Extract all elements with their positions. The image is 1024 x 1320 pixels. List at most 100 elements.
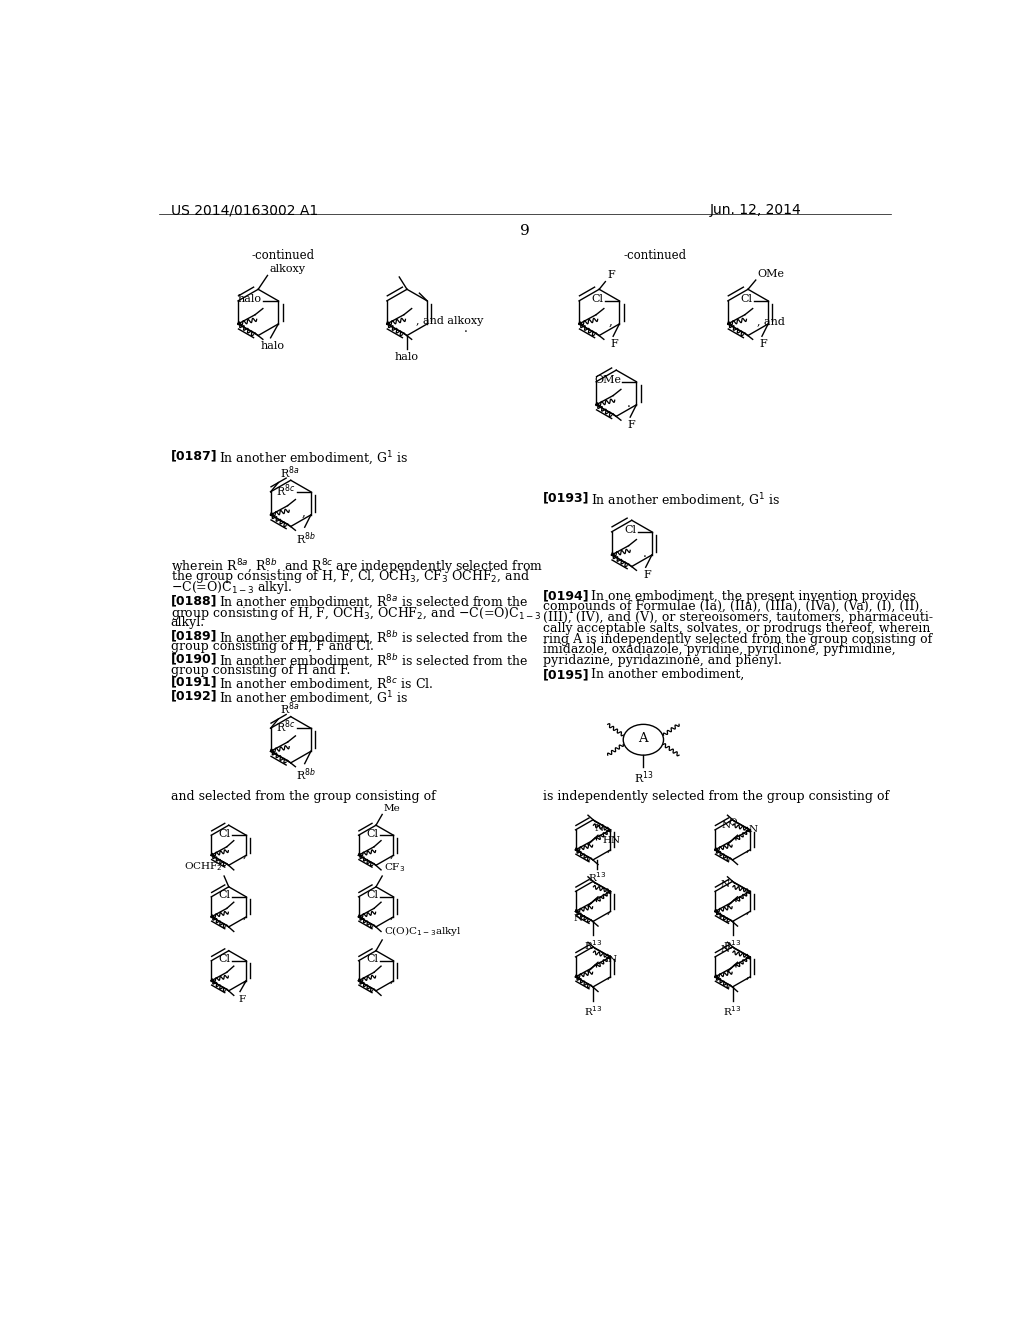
Text: N: N (722, 821, 731, 830)
Text: ,: , (608, 314, 612, 327)
Text: R$^{13}$: R$^{13}$ (634, 770, 653, 785)
Text: Cl: Cl (625, 525, 636, 536)
Text: group consisting of H and F.: group consisting of H and F. (171, 664, 350, 677)
Text: ,: , (243, 908, 246, 921)
Text: OMe: OMe (758, 268, 784, 279)
Text: In another embodiment, R$^{8b}$ is selected from the: In another embodiment, R$^{8b}$ is selec… (219, 630, 528, 647)
Text: R$^{13}$: R$^{13}$ (584, 939, 602, 952)
Text: A: A (639, 731, 648, 744)
Text: (III), (IV), and (V), or stereoisomers, tautomers, pharmaceuti-: (III), (IV), and (V), or stereoisomers, … (543, 611, 933, 624)
Text: O: O (728, 818, 737, 828)
Text: [0187]: [0187] (171, 449, 217, 462)
Text: imidazole, oxadiazole, pyridine, pyridinone, pyrimidine,: imidazole, oxadiazole, pyridine, pyridin… (543, 644, 895, 656)
Text: Cl: Cl (740, 294, 753, 305)
Text: [0194]: [0194] (543, 590, 589, 603)
Text: R$^{13}$: R$^{13}$ (723, 1003, 741, 1018)
Text: N: N (720, 880, 729, 888)
Text: OMe: OMe (594, 375, 621, 385)
Text: R$^{13}$: R$^{13}$ (584, 1003, 602, 1018)
Text: ,: , (302, 506, 305, 519)
Text: Cl: Cl (219, 829, 230, 838)
Text: R$^{8b}$: R$^{8b}$ (296, 767, 316, 783)
Text: halo: halo (260, 341, 284, 351)
Text: In another embodiment, R$^{8a}$ is selected from the: In another embodiment, R$^{8a}$ is selec… (219, 594, 527, 612)
Text: R$^{13}$: R$^{13}$ (723, 939, 741, 952)
Text: N: N (720, 945, 729, 954)
Text: R$^{8c}$: R$^{8c}$ (275, 482, 295, 499)
Text: C(O)C$_{1-3}$alkyl: C(O)C$_{1-3}$alkyl (384, 924, 462, 939)
Text: 9: 9 (520, 224, 529, 238)
Text: and selected from the group consisting of: and selected from the group consisting o… (171, 789, 435, 803)
Text: F: F (628, 420, 636, 430)
Text: alkyl.: alkyl. (171, 615, 205, 628)
Text: [0191]: [0191] (171, 676, 217, 689)
Text: OCHF$_2$: OCHF$_2$ (184, 861, 222, 873)
Text: , and: , and (758, 315, 785, 326)
Text: ,: , (243, 972, 246, 985)
Text: [0193]: [0193] (543, 492, 589, 504)
Text: .: . (643, 546, 646, 560)
Text: N: N (607, 956, 616, 965)
Text: ,: , (243, 846, 246, 859)
Text: $-$C(=O)C$_{1-3}$ alkyl.: $-$C(=O)C$_{1-3}$ alkyl. (171, 579, 292, 595)
Text: ,: , (606, 903, 610, 916)
Text: In another embodiment, G$^1$ is: In another embodiment, G$^1$ is (591, 492, 780, 510)
Text: In another embodiment, G$^1$ is: In another embodiment, G$^1$ is (219, 689, 408, 708)
Text: ,: , (606, 841, 610, 854)
Text: ,: , (389, 846, 393, 859)
Text: F: F (607, 271, 614, 280)
Text: N: N (749, 825, 758, 834)
Text: alkoxy: alkoxy (269, 264, 305, 275)
Text: R$^{8a}$: R$^{8a}$ (280, 701, 300, 718)
Text: ring A is independently selected from the group consisting of: ring A is independently selected from th… (543, 632, 932, 645)
Text: Cl: Cl (366, 829, 378, 838)
Text: In another embodiment,: In another embodiment, (591, 668, 743, 681)
Text: [0189]: [0189] (171, 630, 217, 643)
Text: the group consisting of H, F, Cl, OCH$_3$, CF$_3$ OCHF$_2$, and: the group consisting of H, F, Cl, OCH$_3… (171, 568, 529, 585)
Text: [0190]: [0190] (171, 653, 217, 665)
Text: Cl: Cl (219, 890, 230, 900)
Text: Cl: Cl (219, 954, 230, 964)
Text: Jun. 12, 2014: Jun. 12, 2014 (710, 203, 801, 216)
Text: [0195]: [0195] (543, 668, 589, 681)
Text: , and alkoxy: , and alkoxy (417, 315, 483, 326)
Text: F: F (643, 570, 651, 581)
Text: US 2014/0163002 A1: US 2014/0163002 A1 (171, 203, 317, 216)
Text: N: N (573, 913, 583, 923)
Text: CF$_3$: CF$_3$ (384, 862, 406, 875)
Text: [0188]: [0188] (171, 594, 217, 607)
Text: halo: halo (395, 352, 419, 363)
Text: wherein R$^{8a}$, R$^{8b}$, and R$^{8c}$ are independently selected from: wherein R$^{8a}$, R$^{8b}$, and R$^{8c}$… (171, 557, 543, 576)
Text: F: F (238, 995, 245, 1003)
Text: In one embodiment, the present invention provides: In one embodiment, the present invention… (591, 590, 915, 603)
Text: Cl: Cl (592, 294, 604, 305)
Text: -continued: -continued (252, 249, 314, 263)
Text: .: . (464, 322, 468, 335)
Text: group consisting of H, F, OCH$_3$, OCHF$_2$, and $-$C(=O)C$_{1-3}$: group consisting of H, F, OCH$_3$, OCHF$… (171, 605, 541, 622)
Text: ,: , (746, 903, 750, 916)
Text: is independently selected from the group consisting of: is independently selected from the group… (543, 789, 889, 803)
Text: R$^{8a}$: R$^{8a}$ (280, 465, 300, 480)
Text: ,: , (746, 968, 750, 981)
Text: R$^{8b}$: R$^{8b}$ (296, 531, 316, 546)
Text: In another embodiment, R$^{8c}$ is Cl.: In another embodiment, R$^{8c}$ is Cl. (219, 676, 433, 694)
Text: ,: , (746, 841, 750, 854)
Text: In another embodiment, G$^1$ is: In another embodiment, G$^1$ is (219, 449, 408, 467)
Text: ,: , (389, 908, 393, 921)
Text: F: F (610, 339, 618, 350)
Text: R$^{13}$: R$^{13}$ (588, 871, 606, 884)
Text: F: F (760, 339, 767, 350)
Text: [0192]: [0192] (171, 689, 217, 702)
Text: compounds of Formulae (Ia), (IIa), (IIIa), (IVa), (Va), (I), (II),: compounds of Formulae (Ia), (IIa), (IIIa… (543, 601, 923, 614)
Text: Cl: Cl (366, 890, 378, 900)
Text: halo: halo (238, 294, 261, 305)
Text: pyridazine, pyridazinone, and phenyl.: pyridazine, pyridazinone, and phenyl. (543, 655, 781, 668)
Text: Cl: Cl (366, 954, 378, 964)
Text: ,: , (606, 968, 610, 981)
Text: In another embodiment, R$^{8b}$ is selected from the: In another embodiment, R$^{8b}$ is selec… (219, 653, 528, 671)
Text: cally acceptable salts, solvates, or prodrugs thereof, wherein: cally acceptable salts, solvates, or pro… (543, 622, 930, 635)
Text: R$^{8c}$: R$^{8c}$ (275, 718, 295, 735)
Text: -continued: -continued (624, 249, 686, 263)
Text: N: N (595, 824, 604, 833)
Text: group consisting of H, F and Cl.: group consisting of H, F and Cl. (171, 640, 374, 653)
